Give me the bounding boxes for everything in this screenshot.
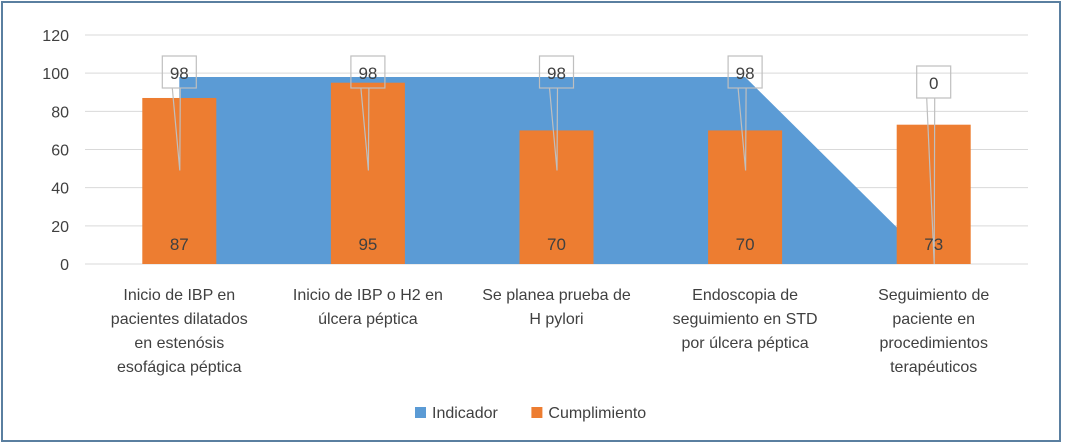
y-tick-label: 60 (51, 143, 69, 160)
cumplimiento-data-label: 73 (924, 235, 943, 254)
category-label-4: Endoscopia de seguimiento en STD por úlcer… (673, 287, 818, 352)
category-label-2: Inicio de IBP o H2 en úlcera péptica (293, 287, 443, 328)
indicador-callout-2: 98 (350, 55, 386, 171)
legend-swatch (531, 407, 543, 418)
cumplimiento-bar-2 (330, 82, 405, 264)
cumplimiento-labels: 87 95 70 70 73 (170, 235, 943, 254)
y-tick-label: 120 (42, 28, 69, 45)
indicador-callouts: 98 98 98 98 0 (161, 55, 952, 265)
legend-item-indicador: Indicador (415, 405, 498, 422)
legend-label: Cumplimiento (548, 405, 646, 422)
indicador-data-label: 0 (929, 74, 938, 93)
cumplimiento-data-label: 70 (736, 235, 755, 254)
callout-box (727, 55, 763, 89)
callout-box (538, 55, 575, 89)
y-tick-label: 80 (51, 104, 69, 121)
x-axis-categories: Inicio de IBP en pacientes dilatados en es… (111, 287, 990, 376)
legend-label: Indicador (432, 405, 498, 422)
cumplimiento-bar-3 (519, 130, 594, 264)
indicador-data-label: 98 (170, 64, 189, 83)
y-tick-label: 40 (51, 181, 69, 198)
callout-box (350, 55, 386, 89)
callout-box (916, 65, 952, 99)
chart-svg: 0 20 40 60 80 100 120 98 98 98 98 0 87 95 70 70 73 Ini… (42, 28, 1028, 422)
cumplimiento-data-label: 70 (547, 235, 566, 254)
legend: Indicador Cumplimiento (415, 405, 646, 422)
indicador-callout-1: 98 (161, 55, 197, 171)
category-label-3: Se planea prueba de H pylori (482, 287, 631, 328)
callout-leader (737, 87, 747, 171)
callout-leader (926, 97, 936, 265)
indicador-data-label: 98 (358, 64, 377, 83)
y-tick-label: 0 (60, 257, 69, 274)
legend-swatch (415, 407, 426, 418)
category-label-1: Inicio de IBP en pacientes dilatados en es… (111, 287, 248, 376)
category-label-5: Seguimiento de paciente en procedimientos t… (878, 287, 989, 376)
callout-leader (548, 87, 559, 171)
cumplimiento-bar-4 (708, 130, 783, 264)
cumplimiento-data-label: 95 (358, 235, 377, 254)
y-tick-label: 100 (42, 66, 69, 83)
indicador-data-label: 98 (547, 64, 566, 83)
cumplimiento-bar-1 (142, 97, 217, 264)
legend-item-cumplimiento: Cumplimiento (531, 405, 646, 422)
callout-leader (360, 87, 370, 171)
cumplimiento-bars (142, 82, 971, 264)
cumplimiento-data-label: 87 (170, 235, 189, 254)
indicador-callout-3: 98 (538, 55, 575, 171)
callout-leader (171, 87, 181, 171)
indicador-callout-5: 0 (916, 65, 952, 265)
callout-box (161, 55, 197, 89)
y-axis-ticks: 0 20 40 60 80 100 120 (42, 28, 69, 274)
indicador-callout-4: 98 (727, 55, 763, 171)
y-tick-label: 20 (51, 219, 69, 236)
indicador-data-label: 98 (736, 64, 755, 83)
